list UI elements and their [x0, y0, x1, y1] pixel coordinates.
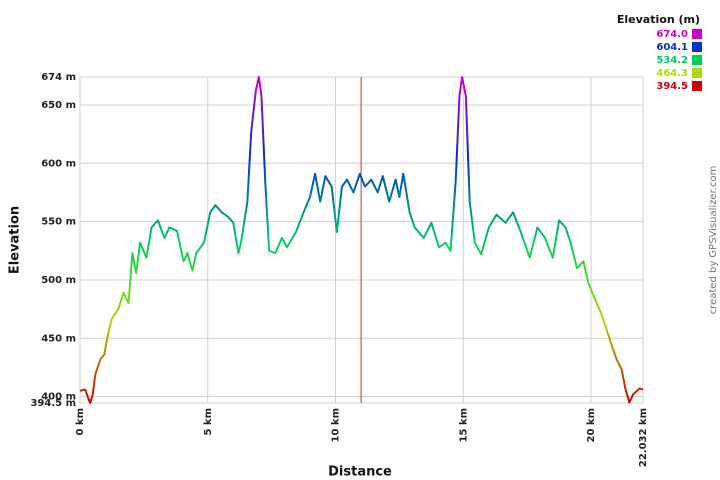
legend-swatch — [692, 81, 702, 91]
legend-label: 604.1 — [656, 42, 688, 53]
y-axis-title: Elevation — [8, 206, 23, 274]
credit: created by GPSVisualizer.com — [708, 166, 719, 315]
x-tick-label: 15 km — [458, 408, 469, 442]
legend-swatch — [692, 42, 702, 52]
legend-swatch — [692, 55, 702, 65]
y-tick-label: 650 m — [41, 100, 76, 111]
y-tick-label: 674 m — [41, 72, 76, 83]
y-tick-label: 600 m — [41, 158, 76, 169]
y-tick-label: 550 m — [41, 217, 76, 228]
x-axis-title: Distance — [328, 465, 392, 480]
legend-label: 674.0 — [656, 29, 688, 40]
legend-label: 394.5 — [656, 81, 688, 92]
x-tick-label: 10 km — [331, 408, 342, 442]
x-tick-label: 5 km — [203, 408, 214, 436]
legend-swatch — [692, 68, 702, 78]
elevation-line — [79, 76, 644, 404]
legend-label: 534.2 — [656, 55, 688, 66]
legend-label: 464.3 — [656, 68, 688, 79]
legend-title: Elevation (m) — [617, 13, 700, 26]
y-tick-label: 500 m — [41, 275, 76, 286]
y-tick-label: 400 m — [41, 392, 76, 403]
x-tick-label: 22.032 km — [638, 408, 649, 467]
legend-swatch — [692, 29, 702, 39]
y-tick-label: 450 m — [41, 333, 76, 344]
x-tick-label: 20 km — [586, 408, 597, 442]
x-tick-label: 0 km — [75, 408, 86, 436]
y-tick-label: 394.5 m — [30, 398, 76, 409]
